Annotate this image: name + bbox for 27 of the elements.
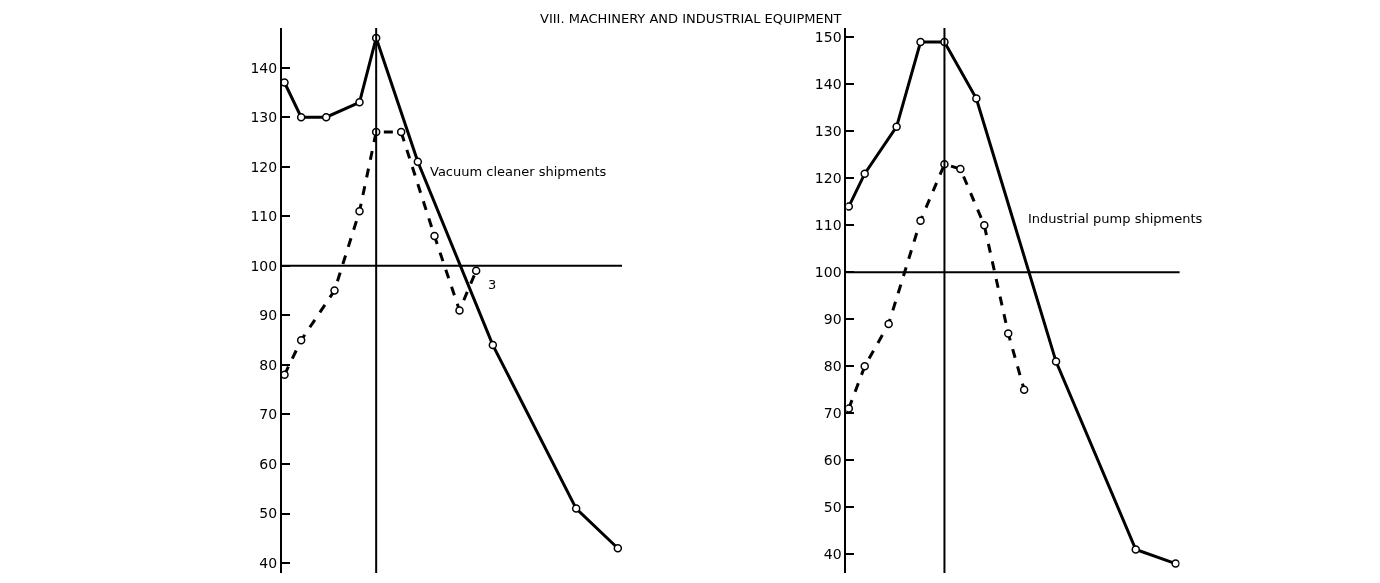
annotation: Industrial pump shipments — [1028, 211, 1203, 226]
y-tick-label: 130 — [250, 109, 278, 126]
y-tick-label: 50 — [823, 499, 842, 516]
y-tick-label: 120 — [250, 158, 278, 175]
y-tick-label: 40 — [259, 554, 278, 571]
y-tick-label: 60 — [823, 452, 842, 469]
y-tick-label: 100 — [814, 264, 842, 281]
y-tick-label: 110 — [250, 208, 278, 225]
text: VIII. MACHINERY AND INDUSTRIAL EQUIPMENT — [540, 11, 842, 26]
y-tick-label: 150 — [814, 29, 842, 46]
y-tick-label: 130 — [814, 123, 842, 140]
y-tick-label: 140 — [814, 76, 842, 93]
y-tick-label: 70 — [259, 406, 278, 423]
y-tick-label: 140 — [250, 59, 278, 76]
annotation: Vacuum cleaner shipments — [430, 164, 607, 179]
y-tick-label: 90 — [259, 307, 278, 324]
y-tick-label: 40 — [823, 546, 842, 563]
y-tick-label: 80 — [823, 358, 842, 375]
y-tick-label: 50 — [259, 505, 278, 522]
y-tick-label: 80 — [259, 356, 278, 373]
y-tick-label: 70 — [823, 405, 842, 422]
annotation: 3 — [488, 277, 497, 292]
y-tick-label: 110 — [814, 217, 842, 234]
y-tick-label: 60 — [259, 455, 278, 472]
y-tick-label: 120 — [814, 170, 842, 187]
y-tick-label: 90 — [823, 311, 842, 328]
y-tick-label: 100 — [250, 257, 278, 274]
